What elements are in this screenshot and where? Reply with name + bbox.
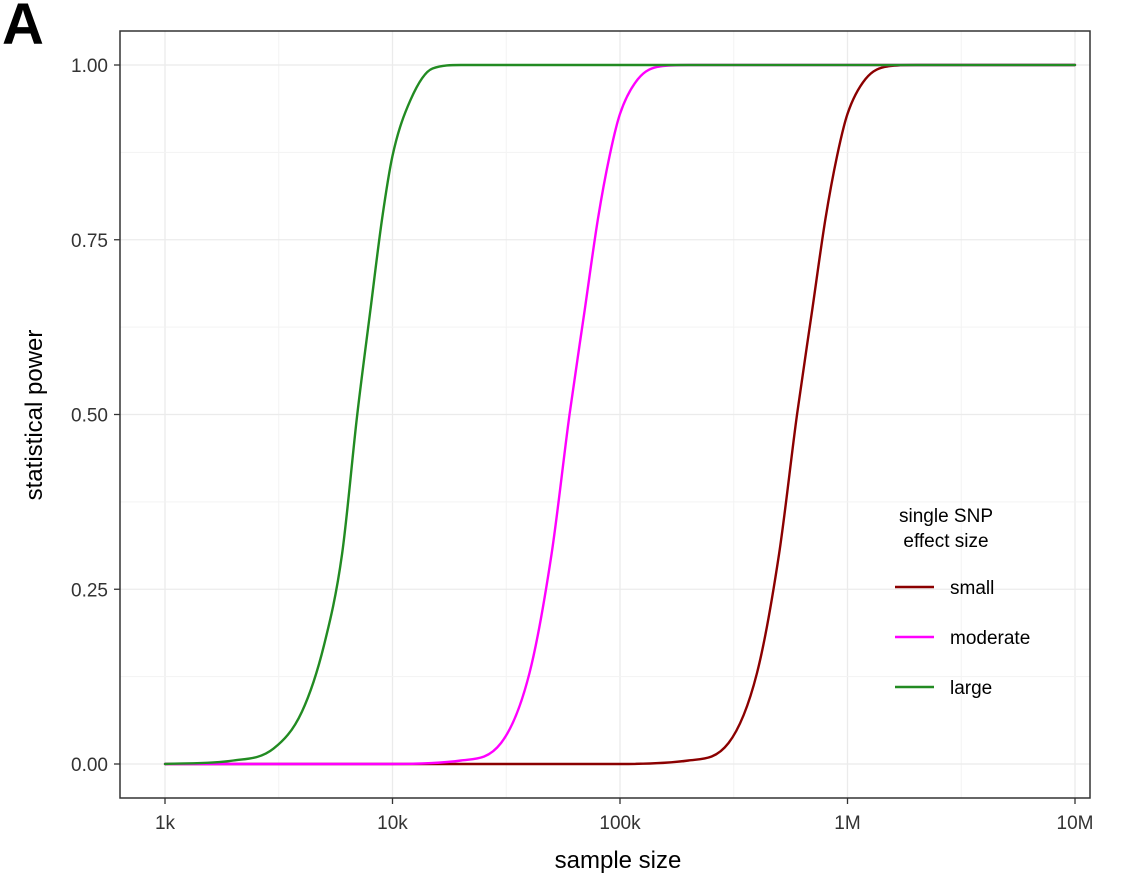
legend-label-large: large: [950, 678, 992, 699]
y-tick-label: 1.00: [71, 56, 108, 77]
series-line-large: [163, 63, 1077, 766]
legend-label-moderate: moderate: [950, 628, 1030, 649]
y-tick-label: 0.75: [71, 231, 108, 252]
panel-label: A: [2, 0, 44, 57]
legend-title: effect size: [903, 531, 988, 552]
legend-title: single SNP: [899, 506, 993, 527]
y-tick-label: 0.00: [71, 755, 108, 776]
grid-lines: [120, 31, 1090, 798]
x-tick-label: 10k: [377, 813, 408, 834]
x-axis-title: sample size: [555, 847, 682, 874]
legend: single SNP effect size small moderate large: [895, 506, 1030, 699]
y-tick-label: 0.50: [71, 406, 108, 427]
axes: 1k 10k 100k 1M 10M 0.00 0.25 0.50 0.75 1.00: [71, 56, 1093, 834]
y-tick-label: 0.25: [71, 580, 108, 601]
x-tick-label: 1k: [155, 813, 176, 834]
series-line-small: [163, 63, 1077, 766]
x-tick-label: 100k: [599, 813, 641, 834]
legend-label-small: small: [950, 578, 994, 599]
x-tick-label: 1M: [834, 813, 860, 834]
x-tick-label: 10M: [1057, 813, 1094, 834]
series-lines: [163, 63, 1077, 766]
y-axis-title: statistical power: [21, 330, 48, 501]
